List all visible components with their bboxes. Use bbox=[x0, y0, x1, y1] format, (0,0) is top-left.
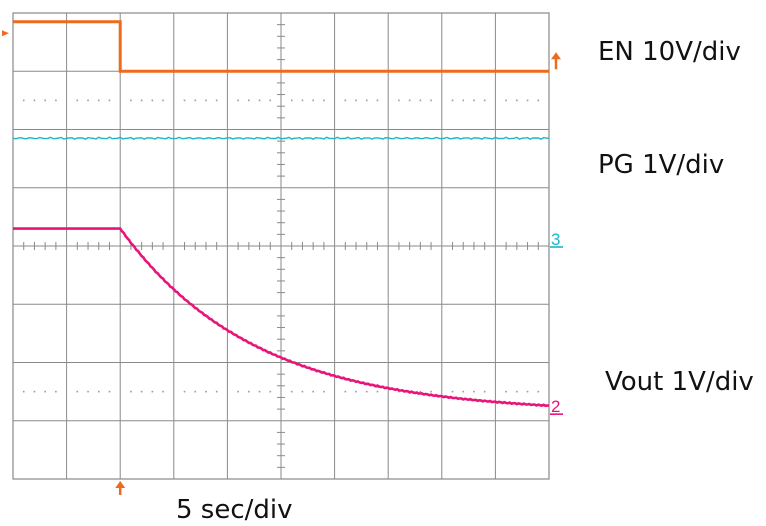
grid-dot bbox=[505, 390, 507, 393]
grid-dot bbox=[130, 390, 132, 393]
grid-dot bbox=[451, 390, 454, 393]
grid-dot bbox=[33, 99, 36, 102]
grid-dot bbox=[55, 99, 57, 102]
channel-marker-label: 3 bbox=[551, 230, 560, 249]
grid-dot bbox=[269, 390, 272, 393]
grid-dot bbox=[344, 99, 347, 102]
grid-dot bbox=[183, 390, 186, 393]
grid-dot bbox=[162, 390, 164, 393]
grid-dot bbox=[237, 99, 239, 102]
x-axis-label: 5 sec/div bbox=[176, 495, 293, 525]
trigger-arrow-head bbox=[115, 481, 126, 488]
trace-en bbox=[13, 20, 549, 73]
grid-dot bbox=[258, 390, 261, 393]
grid-dot bbox=[376, 99, 379, 102]
grid-dot bbox=[312, 99, 314, 102]
grid-dot bbox=[365, 99, 368, 102]
grid-dot bbox=[76, 99, 79, 102]
series-label-pg: PG 1V/div bbox=[598, 150, 724, 180]
grid-dot bbox=[537, 390, 540, 393]
grid-dot bbox=[516, 390, 518, 393]
grid-dot bbox=[237, 390, 239, 393]
scope-grid bbox=[12, 12, 550, 480]
grid-dot bbox=[22, 390, 25, 393]
grid-dot bbox=[301, 99, 304, 102]
grid-dot bbox=[290, 99, 293, 102]
grid-dot bbox=[473, 390, 475, 393]
grid-dot bbox=[483, 99, 486, 102]
grid-dot bbox=[140, 390, 143, 393]
grid-dot bbox=[215, 99, 218, 102]
grid-dot bbox=[516, 99, 518, 102]
grid-dot bbox=[462, 390, 465, 393]
grid-dot bbox=[162, 99, 164, 102]
grid-dot bbox=[130, 99, 132, 102]
grid-dot bbox=[22, 99, 25, 102]
grid-dot bbox=[44, 390, 46, 393]
grid-dot bbox=[55, 390, 57, 393]
grid-dot bbox=[419, 390, 422, 393]
grid-dot bbox=[258, 99, 261, 102]
grid-dot bbox=[97, 99, 100, 102]
grid-dot bbox=[537, 99, 540, 102]
grid-dot bbox=[344, 390, 347, 393]
scope-traces bbox=[12, 20, 550, 408]
grid-dot bbox=[97, 390, 100, 393]
grid-dot bbox=[290, 390, 293, 393]
channel-marker-label: 2 bbox=[551, 397, 560, 416]
grid-dot bbox=[323, 99, 325, 102]
grid-dot bbox=[430, 390, 432, 393]
grid-dot bbox=[505, 99, 507, 102]
grid-dot bbox=[76, 390, 79, 393]
grid-dot bbox=[269, 99, 272, 102]
grid-dot bbox=[462, 99, 465, 102]
grid-dot bbox=[44, 99, 46, 102]
grid-dot bbox=[473, 99, 475, 102]
grid-dot bbox=[323, 390, 325, 393]
trigger-level-marker-head bbox=[551, 52, 561, 60]
trace-pg bbox=[12, 136, 550, 140]
channel-ground-marker-left bbox=[2, 30, 9, 37]
grid-dot bbox=[365, 390, 368, 393]
series-label-vout: Vout 1V/div bbox=[605, 367, 754, 397]
grid-dot bbox=[526, 99, 529, 102]
grid-dot bbox=[248, 390, 250, 393]
grid-dot bbox=[301, 390, 304, 393]
grid-dot bbox=[248, 99, 250, 102]
grid-dot bbox=[151, 99, 154, 102]
grid-dot bbox=[151, 390, 154, 393]
grid-dot bbox=[140, 99, 143, 102]
grid-dot bbox=[483, 390, 486, 393]
scope-markers: 32 bbox=[2, 30, 563, 495]
grid-dot bbox=[430, 99, 432, 102]
grid-dot bbox=[205, 390, 207, 393]
grid-dot bbox=[355, 99, 357, 102]
grid-dot bbox=[451, 99, 454, 102]
grid-dot bbox=[194, 99, 197, 102]
grid-dot bbox=[355, 390, 357, 393]
grid-dot bbox=[376, 390, 379, 393]
grid-dot bbox=[526, 390, 529, 393]
grid-dot bbox=[33, 390, 36, 393]
grid-dot bbox=[419, 99, 422, 102]
grid-dot bbox=[205, 99, 207, 102]
trace-vout bbox=[13, 227, 550, 408]
grid-dot bbox=[108, 390, 111, 393]
grid-dot bbox=[87, 390, 89, 393]
grid-dot bbox=[183, 99, 186, 102]
grid-dot bbox=[398, 99, 400, 102]
grid-dot bbox=[215, 390, 218, 393]
series-label-en: EN 10V/div bbox=[598, 37, 741, 67]
grid-dot bbox=[108, 99, 111, 102]
grid-dot bbox=[408, 99, 411, 102]
grid-dot bbox=[87, 99, 89, 102]
grid-dot bbox=[312, 390, 314, 393]
scope-labels: EN 10V/div PG 1V/div Vout 1V/div 5 sec/d… bbox=[176, 37, 754, 525]
grid-dot bbox=[194, 390, 197, 393]
